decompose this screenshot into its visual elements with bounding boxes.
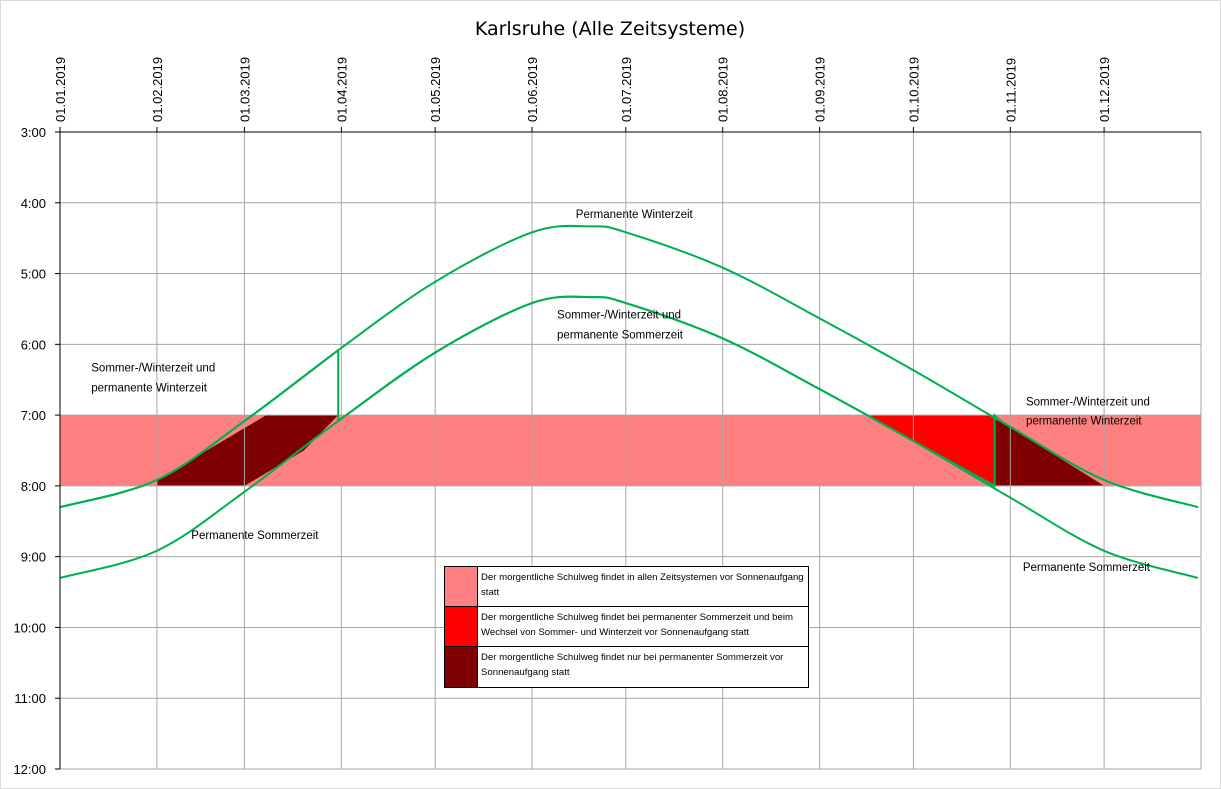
y-tick-label: 8:00 — [21, 479, 46, 494]
series-line — [59, 295, 1199, 509]
legend: Der morgentliche Schulweg findet in alle… — [444, 566, 809, 688]
legend-swatch-light-red — [445, 567, 478, 606]
annotation-label: Sommer-/Winterzeit und — [557, 309, 681, 321]
x-tick-label: 01.03.2019 — [237, 57, 252, 122]
x-tick-label: 01.05.2019 — [428, 57, 443, 122]
annotation-label: Permanente Sommerzeit — [1023, 562, 1151, 574]
y-tick-label: 7:00 — [21, 408, 46, 423]
legend-swatch-red — [445, 607, 478, 646]
legend-label: Der morgentliche Schulweg findet nur bei… — [481, 652, 784, 678]
y-tick-label: 6:00 — [21, 337, 46, 352]
x-tick-label: 01.12.2019 — [1097, 57, 1112, 122]
annotation-label: Sommer-/Winterzeit und — [1026, 397, 1150, 409]
legend-item: Der morgentliche Schulweg findet bei per… — [445, 607, 808, 647]
x-tick-label: 01.07.2019 — [619, 57, 634, 122]
annotation-label: permanente Winterzeit — [1026, 416, 1142, 428]
legend-swatch-dark-red — [445, 647, 478, 687]
y-tick-label: 11:00 — [14, 691, 46, 706]
annotation-label: permanente Sommerzeit — [557, 329, 684, 341]
x-tick-label: 01.04.2019 — [334, 57, 349, 122]
annotation-label: permanente Winterzeit — [91, 383, 207, 395]
x-tick-label: 01.09.2019 — [813, 57, 828, 122]
y-tick-label: 4:00 — [21, 196, 46, 211]
series-layer — [59, 224, 1199, 579]
shaded-region — [994, 415, 1105, 486]
y-tick-label: 3:00 — [21, 125, 46, 140]
axis-layer: 3:00 4:00 5:00 6:00 7:00 8:00 9:00 10:00 11:00 12… — [13, 57, 1201, 777]
chart-title: Karlsruhe (Alle Zeitsysteme) — [475, 18, 745, 40]
legend-item: Der morgentliche Schulweg findet in alle… — [445, 567, 808, 607]
y-tick-label: 12:00 — [13, 762, 46, 777]
x-tick-label: 01.11.2019 — [1003, 58, 1018, 122]
y-tick-label: 10:00 — [13, 620, 46, 635]
annotation-label: Sommer-/Winterzeit und — [91, 362, 215, 374]
y-tick-label: 5:00 — [21, 267, 46, 282]
annotation-label: Permanente Sommerzeit — [191, 530, 319, 542]
annotation-label: Permanente Winterzeit — [576, 209, 694, 221]
x-tick-label: 01.10.2019 — [906, 57, 921, 122]
annotation-layer: Permanente Winterzeit Sommer-/Winterzeit … — [91, 209, 1151, 574]
legend-item: Der morgentliche Schulweg findet nur bei… — [445, 647, 808, 687]
y-tick-label: 9:00 — [21, 550, 46, 565]
x-tick-label: 01.08.2019 — [716, 57, 731, 122]
legend-label: Der morgentliche Schulweg findet in alle… — [481, 572, 804, 598]
x-tick-label: 01.02.2019 — [150, 57, 165, 122]
legend-label: Der morgentliche Schulweg findet bei per… — [481, 612, 793, 638]
shaded-region — [156, 415, 339, 486]
x-tick-label: 01.01.2019 — [53, 57, 68, 122]
x-tick-label: 01.06.2019 — [525, 57, 540, 122]
